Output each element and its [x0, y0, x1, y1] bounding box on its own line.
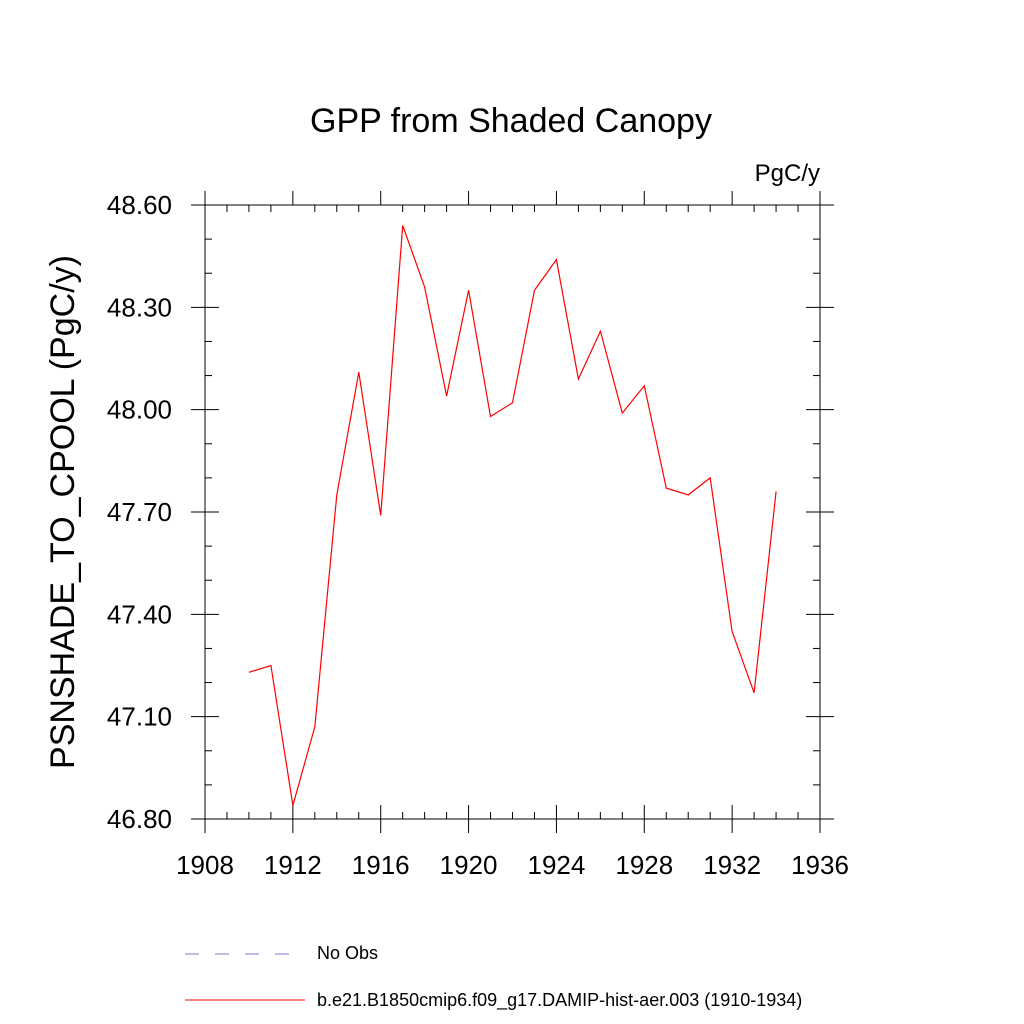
- y-axis-tick-labels: 46.80 47.10 47.40 47.70 48.00 48.30 48.60: [107, 190, 172, 834]
- x-tick-label: 1936: [791, 850, 849, 880]
- legend-label-series: b.e21.B1850cmip6.f09_g17.DAMIP-hist-aer.…: [317, 990, 802, 1011]
- x-axis-tick-labels: 1908 1912 1916 1920 1924 1928 1932 1936: [176, 850, 849, 880]
- y-axis-label: PSNSHADE_TO_CPOOL (PgC/y): [44, 255, 82, 769]
- y-tick-label: 48.00: [107, 395, 172, 425]
- x-tick-label: 1928: [615, 850, 673, 880]
- y-tick-label: 48.30: [107, 292, 172, 322]
- series-layer: [248, 225, 777, 806]
- y-tick-label: 48.60: [107, 190, 172, 220]
- x-tick-label: 1916: [352, 850, 410, 880]
- y-tick-label: 46.80: [107, 804, 172, 834]
- legend-label-no-obs: No Obs: [317, 943, 378, 963]
- y-tick-label: 47.10: [107, 702, 172, 732]
- x-tick-label: 1924: [528, 850, 586, 880]
- y-tick-label: 47.70: [107, 497, 172, 527]
- units-label: PgC/y: [755, 160, 820, 187]
- axis-ticks: [191, 191, 834, 833]
- legend: No Obs b.e21.B1850cmip6.f09_g17.DAMIP-hi…: [185, 943, 802, 1011]
- x-tick-label: 1920: [440, 850, 498, 880]
- x-tick-label: 1908: [176, 850, 234, 880]
- x-tick-label: 1932: [703, 850, 761, 880]
- plot-frame: [204, 204, 821, 820]
- y-tick-label: 47.40: [107, 599, 172, 629]
- chart-title: GPP from Shaded Canopy: [310, 102, 712, 140]
- series-line: [248, 225, 777, 806]
- x-tick-label: 1912: [264, 850, 322, 880]
